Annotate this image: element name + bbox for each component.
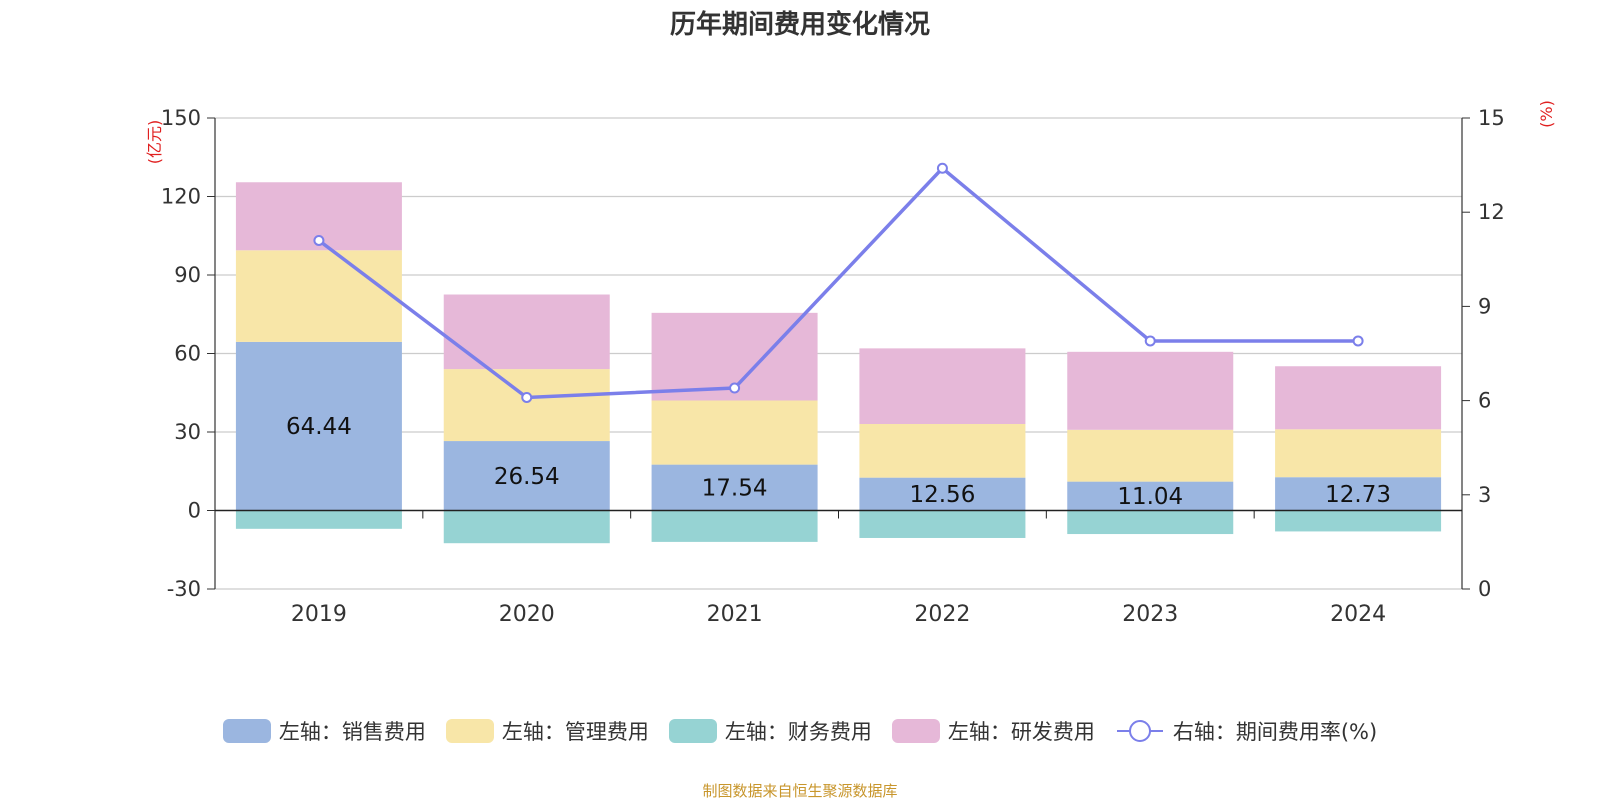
- left-tick-label: 150: [161, 106, 201, 130]
- bar-value-label: 64.44: [286, 414, 352, 440]
- legend-label: 左轴：财务费用: [724, 720, 872, 744]
- category-label: 2024: [1330, 602, 1386, 627]
- bar-value-label: 12.56: [909, 482, 975, 508]
- bar-finance: [859, 510, 1026, 538]
- legend-label: 右轴：期间费用率(%): [1172, 720, 1378, 744]
- legend-item[interactable]: 右轴：期间费用率(%): [1115, 716, 1377, 746]
- bar-value-label: 17.54: [702, 476, 768, 502]
- legend-item[interactable]: 左轴：管理费用: [445, 716, 649, 746]
- legend-item[interactable]: 左轴：销售费用: [222, 716, 426, 746]
- rate-point: [313, 234, 325, 246]
- bar-sales: [235, 341, 402, 511]
- right-axis-unit: (%): [1537, 100, 1556, 128]
- rate-point: [936, 162, 948, 174]
- chart-title: 历年期间费用变化情况: [669, 10, 930, 40]
- bar-value-label: 26.54: [494, 464, 560, 490]
- rate-point: [521, 391, 533, 403]
- bar-value-label: 12.73: [1325, 482, 1391, 508]
- left-tick-label: 30: [174, 420, 201, 444]
- category-label: 2019: [291, 602, 347, 627]
- bar-value-label: 11.04: [1117, 484, 1183, 510]
- category-label: 2021: [707, 602, 763, 627]
- bar-rd: [443, 294, 610, 370]
- bar-sales: [1275, 477, 1442, 511]
- bar-rd: [859, 348, 1026, 424]
- left-tick-label: 0: [188, 499, 201, 523]
- right-tick-label: 15: [1478, 106, 1505, 130]
- rate-point: [1144, 335, 1156, 347]
- legend-label: 左轴：研发费用: [947, 720, 1095, 744]
- bar-admin: [859, 423, 1026, 478]
- bar-admin: [1067, 429, 1234, 482]
- bar-finance: [235, 510, 402, 529]
- left-tick-label: -30: [167, 577, 201, 601]
- bar-admin: [235, 250, 402, 342]
- legend-label: 左轴：销售费用: [278, 720, 426, 744]
- bar-finance: [443, 510, 610, 544]
- right-tick-label: 3: [1478, 483, 1491, 507]
- legend-line-marker-icon: [1115, 719, 1165, 743]
- rate-point: [1352, 335, 1364, 347]
- right-tick-label: 9: [1478, 294, 1491, 318]
- bar-rd: [1067, 351, 1234, 430]
- source-note: 制图数据来自恒生聚源数据库: [702, 782, 898, 800]
- bar-sales: [1067, 481, 1234, 511]
- legend: 左轴：销售费用 左轴：管理费用 左轴：财务费用 左轴：研发费用 右轴：期间费用率(%): [0, 716, 1600, 746]
- legend-swatch: [222, 719, 271, 743]
- rate-line: [317, 165, 1359, 400]
- legend-item[interactable]: 左轴：财务费用: [668, 716, 872, 746]
- left-tick-label: 60: [174, 342, 201, 366]
- category-label: 2023: [1122, 602, 1178, 627]
- legend-swatch: [668, 719, 717, 743]
- legend-item[interactable]: 左轴：研发费用: [891, 716, 1095, 746]
- legend-label: 左轴：管理费用: [501, 720, 649, 744]
- bar-finance: [1067, 510, 1234, 535]
- bar-admin: [443, 369, 610, 442]
- bar-finance: [651, 510, 818, 542]
- bar-sales: [859, 477, 1026, 511]
- rate-point: [729, 382, 741, 394]
- bar-admin: [651, 400, 818, 465]
- legend-swatch: [891, 719, 940, 743]
- category-label: 2022: [914, 602, 970, 627]
- bar-finance: [1275, 510, 1442, 532]
- left-tick-label: 120: [161, 185, 201, 209]
- category-label: 2020: [499, 602, 555, 627]
- right-tick-label: 6: [1478, 389, 1491, 413]
- legend-swatch: [445, 719, 494, 743]
- left-tick-label: 90: [174, 263, 201, 287]
- bar-rd: [1275, 366, 1442, 430]
- bar-sales: [651, 464, 818, 511]
- bar-admin: [1275, 429, 1442, 478]
- bar-sales: [443, 441, 610, 511]
- right-tick-label: 12: [1478, 200, 1505, 224]
- right-tick-label: 0: [1478, 577, 1491, 601]
- left-axis-unit: (亿元): [145, 120, 164, 165]
